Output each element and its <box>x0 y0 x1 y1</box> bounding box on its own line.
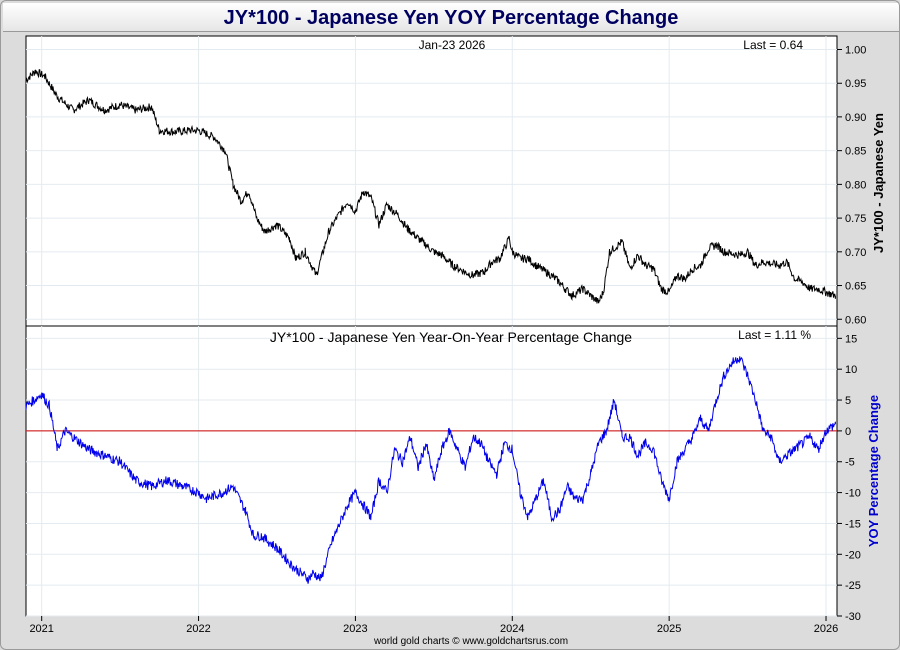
price-last-label: Last = 0.64 <box>743 38 803 52</box>
date-label: Jan-23 2026 <box>419 38 486 52</box>
yoy-last-label: Last = 1.11 % <box>738 328 811 342</box>
price-y-tick-label: 0.60 <box>845 314 866 326</box>
yoy-y-tick-label: 10 <box>845 364 857 376</box>
yoy-y-axis: 15 10 5 0 -5 -10 -15 -20 -25 -30 <box>837 333 861 623</box>
price-y-tick-label: 0.70 <box>845 247 866 259</box>
x-axis: 2021 2022 2023 2024 2025 2026 <box>29 616 838 635</box>
price-y-tick-label: 0.65 <box>845 281 866 293</box>
x-tick-label: 2023 <box>343 623 367 635</box>
x-tick-label: 2021 <box>29 623 53 635</box>
price-panel <box>25 35 838 327</box>
price-grid <box>26 36 837 326</box>
price-y-tick-label: 0.85 <box>845 146 866 158</box>
yoy-y-axis-title: YOY Percentage Change <box>866 395 881 547</box>
price-y-tick-label: 0.80 <box>845 179 866 191</box>
yoy-y-tick-label: -5 <box>845 457 855 469</box>
price-y-axis: 1.00 0.95 0.90 0.85 0.80 0.75 0.70 0.65 0.60 <box>837 44 866 326</box>
yoy-y-tick-label: 0 <box>845 426 851 438</box>
yoy-chart-title: JY*100 - Japanese Yen Year-On-Year Perce… <box>270 329 632 345</box>
chart-title: JY*100 - Japanese Yen YOY Percentage Cha… <box>3 3 899 32</box>
yoy-y-tick-label: -30 <box>845 611 861 623</box>
yoy-y-tick-label: 15 <box>845 333 857 345</box>
x-tick-label: 2026 <box>814 623 838 635</box>
x-tick-label: 2025 <box>657 623 681 635</box>
yoy-series-line <box>25 356 836 584</box>
yoy-y-tick-label: -20 <box>845 549 861 561</box>
price-y-tick-label: 0.95 <box>845 78 866 90</box>
yoy-y-tick-label: -25 <box>845 580 861 592</box>
footer-credit: world gold charts © www.goldchartsrus.co… <box>373 636 568 647</box>
yoy-panel <box>25 325 838 617</box>
yoy-y-tick-label: -10 <box>845 488 861 500</box>
x-tick-label: 2022 <box>186 623 210 635</box>
price-y-axis-title: JY*100 - Japanese Yen <box>871 113 886 253</box>
yoy-y-tick-label: 5 <box>845 395 851 407</box>
price-y-tick-label: 0.75 <box>845 213 866 225</box>
price-y-tick-label: 0.90 <box>845 112 866 124</box>
x-tick-label: 2024 <box>500 623 524 635</box>
price-series-line <box>25 69 836 304</box>
price-y-tick-label: 1.00 <box>845 44 866 56</box>
yoy-y-tick-label: -15 <box>845 518 861 530</box>
